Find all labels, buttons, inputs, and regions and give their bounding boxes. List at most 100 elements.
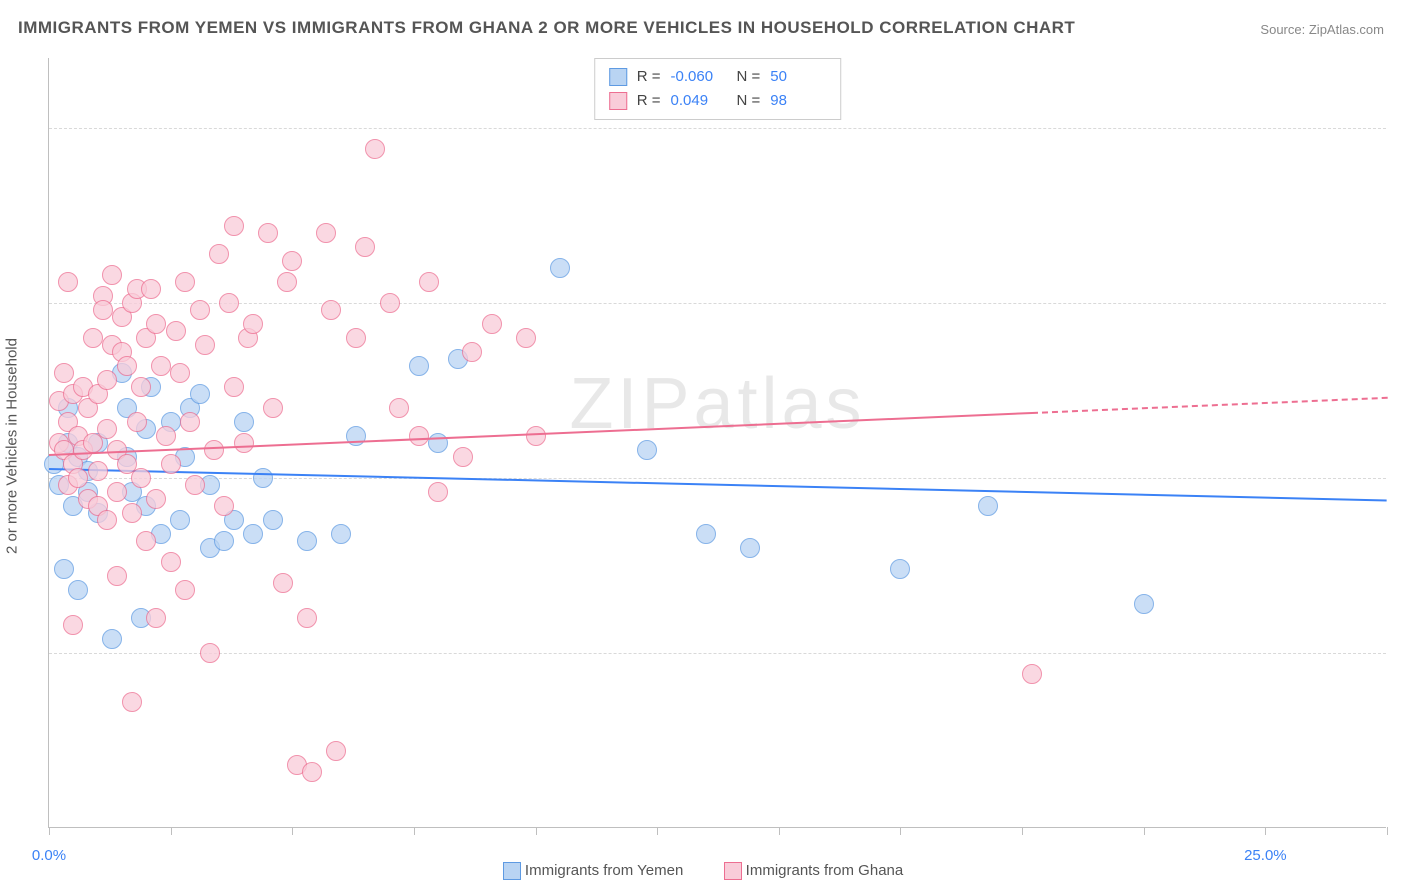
x-tick: [657, 827, 658, 835]
data-point: [185, 475, 205, 495]
data-point: [326, 741, 346, 761]
data-point: [277, 272, 297, 292]
gridline-h: [49, 653, 1386, 654]
legend-label-yemen: Immigrants from Yemen: [525, 862, 683, 879]
data-point: [190, 384, 210, 404]
data-point: [282, 251, 302, 271]
data-point: [58, 272, 78, 292]
data-point: [54, 559, 74, 579]
data-point: [321, 300, 341, 320]
data-point: [263, 510, 283, 530]
data-point: [117, 356, 137, 376]
data-point: [166, 321, 186, 341]
x-tick: [414, 827, 415, 835]
data-point: [127, 412, 147, 432]
n-label: N =: [737, 65, 761, 89]
watermark: ZIPatlas: [569, 363, 865, 445]
data-point: [453, 447, 473, 467]
data-point: [224, 377, 244, 397]
data-point: [136, 531, 156, 551]
data-point: [1022, 664, 1042, 684]
trend-line-extension: [1032, 396, 1387, 413]
x-tick: [536, 827, 537, 835]
data-point: [68, 468, 88, 488]
data-point: [365, 139, 385, 159]
data-point: [482, 314, 502, 334]
legend-label-ghana: Immigrants from Ghana: [746, 862, 904, 879]
data-point: [151, 356, 171, 376]
r-value-ghana: 0.049: [671, 89, 727, 113]
data-point: [170, 510, 190, 530]
data-point: [462, 342, 482, 362]
data-point: [141, 279, 161, 299]
data-point: [234, 412, 254, 432]
data-point: [102, 629, 122, 649]
data-point: [161, 454, 181, 474]
source-attribution: Source: ZipAtlas.com: [1260, 22, 1384, 37]
gridline-h: [49, 478, 1386, 479]
trend-line: [49, 468, 1387, 501]
data-point: [214, 496, 234, 516]
data-point: [978, 496, 998, 516]
chart-title: IMMIGRANTS FROM YEMEN VS IMMIGRANTS FROM…: [18, 18, 1075, 38]
gridline-h: [49, 128, 1386, 129]
data-point: [131, 468, 151, 488]
data-point: [107, 482, 127, 502]
data-point: [696, 524, 716, 544]
data-point: [263, 398, 283, 418]
data-point: [297, 531, 317, 551]
data-point: [195, 335, 215, 355]
n-value-yemen: 50: [770, 65, 826, 89]
data-point: [526, 426, 546, 446]
data-point: [380, 293, 400, 313]
legend-item-ghana: Immigrants from Ghana: [724, 862, 904, 879]
data-point: [740, 538, 760, 558]
data-point: [224, 216, 244, 236]
data-point: [170, 363, 190, 383]
data-point: [93, 300, 113, 320]
y-tick-label: 100.0%: [1394, 120, 1406, 137]
data-point: [409, 356, 429, 376]
data-point: [273, 573, 293, 593]
data-point: [890, 559, 910, 579]
data-point: [146, 314, 166, 334]
data-point: [102, 265, 122, 285]
data-point: [302, 762, 322, 782]
data-point: [122, 692, 142, 712]
data-point: [428, 482, 448, 502]
data-point: [97, 370, 117, 390]
data-point: [68, 580, 88, 600]
y-tick-label: 75.0%: [1394, 295, 1406, 312]
data-point: [200, 643, 220, 663]
stats-row-ghana: R = 0.049 N = 98: [609, 89, 827, 113]
scatter-plot-area: ZIPatlas R = -0.060 N = 50 R = 0.049 N =…: [48, 58, 1386, 828]
x-tick: [1387, 827, 1388, 835]
data-point: [258, 223, 278, 243]
x-tick: [900, 827, 901, 835]
source-value: ZipAtlas.com: [1309, 22, 1384, 37]
data-point: [389, 398, 409, 418]
data-point: [346, 328, 366, 348]
data-point: [214, 531, 234, 551]
data-point: [190, 300, 210, 320]
y-tick-label: 50.0%: [1394, 470, 1406, 487]
legend-item-yemen: Immigrants from Yemen: [503, 862, 688, 879]
footer-legend: Immigrants from Yemen Immigrants from Gh…: [0, 862, 1406, 880]
yemen-swatch-icon: [503, 862, 521, 880]
data-point: [419, 272, 439, 292]
data-point: [146, 489, 166, 509]
source-label: Source:: [1260, 22, 1305, 37]
data-point: [234, 433, 254, 453]
data-point: [516, 328, 536, 348]
x-tick: [171, 827, 172, 835]
data-point: [253, 468, 273, 488]
r-label: R =: [637, 89, 661, 113]
data-point: [175, 580, 195, 600]
data-point: [204, 440, 224, 460]
data-point: [331, 524, 351, 544]
ghana-swatch-icon: [609, 92, 627, 110]
data-point: [219, 293, 239, 313]
r-label: R =: [637, 65, 661, 89]
data-point: [88, 461, 108, 481]
data-point: [243, 524, 263, 544]
